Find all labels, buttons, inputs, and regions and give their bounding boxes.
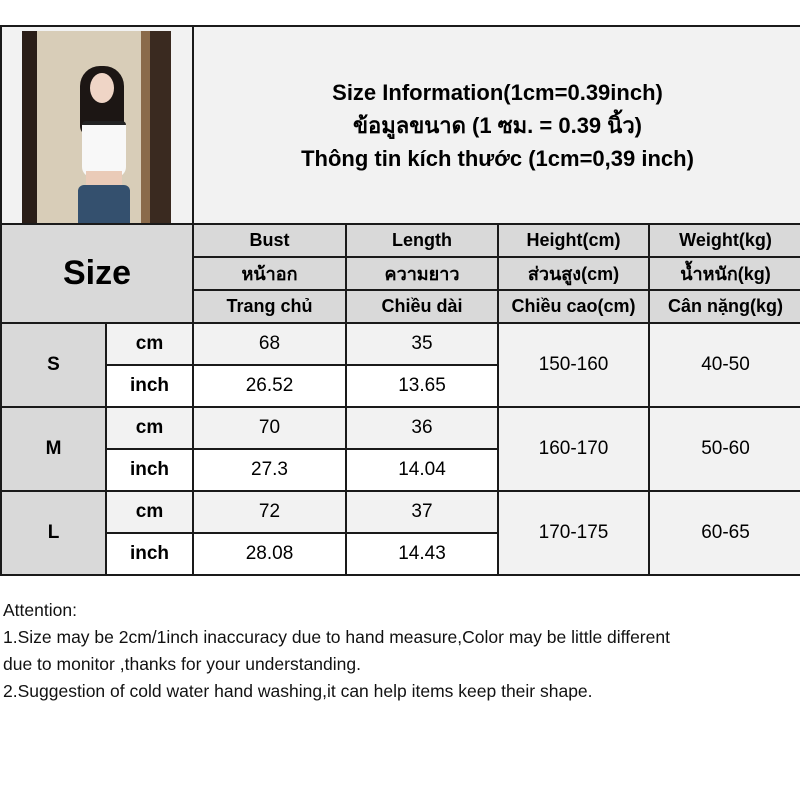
table-row: inch 26.52 13.65 <box>1 364 800 408</box>
unit-label: cm <box>105 490 194 534</box>
height-range: 160-170 <box>497 406 650 492</box>
attention-notes: Attention: 1.Size may be 2cm/1inch inacc… <box>3 597 670 705</box>
col-header-bust-th: หน้าอก <box>192 256 347 291</box>
size-label: S <box>0 322 107 408</box>
size-chart-table: Size Information(1cm=0.39inch) ข้อมูลขนา… <box>0 25 800 576</box>
length-inch: 14.43 <box>345 532 499 576</box>
bust-cm: 68 <box>192 322 347 366</box>
table-row: L cm 72 37 170-175 60-65 <box>0 490 800 576</box>
note-1-continued: due to monitor ,thanks for your understa… <box>3 654 361 674</box>
notes-heading: Attention: <box>3 600 77 620</box>
col-header-height-en: Height(cm) <box>497 223 650 258</box>
title-english: Size Information(1cm=0.39inch) <box>332 79 663 105</box>
weight-range: 50-60 <box>648 406 800 492</box>
length-cm: 37 <box>345 490 499 534</box>
unit-label: inch <box>105 448 194 492</box>
col-header-height-vi: Chiều cao(cm) <box>497 289 650 324</box>
col-header-weight-en: Weight(kg) <box>648 223 800 258</box>
col-header-weight-th: น้ำหนัก(kg) <box>648 256 800 291</box>
unit-label: inch <box>105 364 194 408</box>
unit-label: cm <box>105 322 194 366</box>
col-header-length-en: Length <box>345 223 499 258</box>
chart-title: Size Information(1cm=0.39inch) ข้อมูลขนา… <box>192 25 800 225</box>
weight-range: 40-50 <box>648 322 800 408</box>
weight-range: 60-65 <box>648 490 800 576</box>
title-row: Size Information(1cm=0.39inch) ข้อมูลขนา… <box>0 25 800 225</box>
note-1: 1.Size may be 2cm/1inch inaccuracy due t… <box>3 627 670 647</box>
bust-cm: 70 <box>192 406 347 450</box>
length-inch: 13.65 <box>345 364 499 408</box>
table-row: inch 27.3 14.04 <box>1 448 800 492</box>
unit-label: cm <box>105 406 194 450</box>
height-range: 150-160 <box>497 322 650 408</box>
note-2: 2.Suggestion of cold water hand washing,… <box>3 681 593 701</box>
col-header-weight-vi: Cân nặng(kg) <box>648 289 800 324</box>
bust-inch: 28.08 <box>192 532 347 576</box>
bust-inch: 26.52 <box>192 364 347 408</box>
unit-label: inch <box>105 532 194 576</box>
title-thai: ข้อมูลขนาด (1 ซม. = 0.39 นิ้ว) <box>352 112 642 138</box>
col-header-height-th: ส่วนสูง(cm) <box>497 256 650 291</box>
size-header: Size <box>0 223 194 324</box>
table-row: S cm 68 35 150-160 40-50 <box>0 322 800 408</box>
size-label: L <box>0 490 107 576</box>
length-inch: 14.04 <box>345 448 499 492</box>
height-range: 170-175 <box>497 490 650 576</box>
col-header-bust-vi: Trang chủ <box>192 289 347 324</box>
col-header-length-th: ความยาว <box>345 256 499 291</box>
product-photo-cell <box>0 25 194 225</box>
col-header-length-vi: Chiều dài <box>345 289 499 324</box>
table-row: M cm 70 36 160-170 50-60 <box>0 406 800 492</box>
bust-cm: 72 <box>192 490 347 534</box>
table-row: inch 28.08 14.43 <box>1 532 800 576</box>
size-label: M <box>0 406 107 492</box>
bust-inch: 27.3 <box>192 448 347 492</box>
length-cm: 36 <box>345 406 499 450</box>
col-header-bust-en: Bust <box>192 223 347 258</box>
product-photo <box>22 30 171 222</box>
length-cm: 35 <box>345 322 499 366</box>
title-vietnamese: Thông tin kích thước (1cm=0,39 inch) <box>301 145 694 171</box>
